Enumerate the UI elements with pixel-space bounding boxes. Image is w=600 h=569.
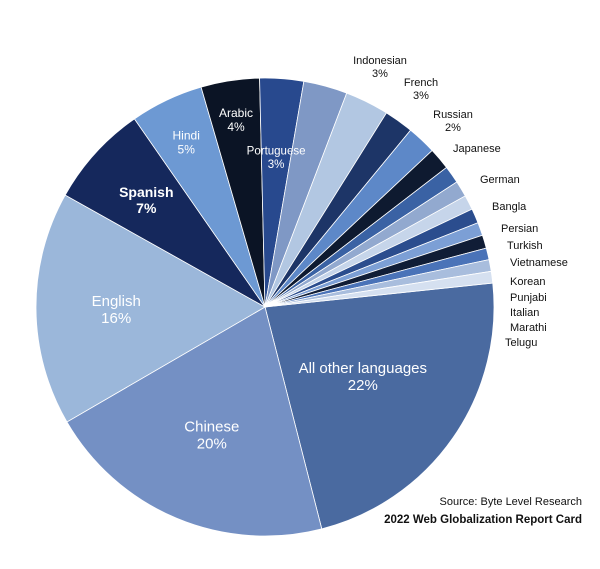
slice-label-french: French 3% <box>404 77 438 102</box>
slice-label-italian: Italian <box>510 307 539 319</box>
slice-label-vietnamese: Vietnamese <box>510 257 568 269</box>
slice-label-bangla: Bangla <box>492 201 527 213</box>
slice-label-japanese: Japanese <box>453 143 501 155</box>
pie-slice-telugu <box>264 270 494 308</box>
slice-label-chinese: Chinese 20% <box>184 419 239 453</box>
slice-label-arabic: Arabic 4% <box>219 106 253 134</box>
slice-label-all-other-languages: All other languages 22% <box>299 360 427 394</box>
pie-slice-chinese <box>66 306 323 537</box>
slice-label-punjabi: Punjabi <box>510 292 547 304</box>
pie-slice-all-other-languages <box>264 282 495 530</box>
slice-label-english: English 16% <box>92 293 141 327</box>
source-note: Source: Byte Level Research <box>439 496 582 508</box>
pie-slice-spanish <box>64 118 266 308</box>
slice-label-marathi: Marathi <box>510 322 547 334</box>
slice-label-russian: Russian 2% <box>433 109 473 134</box>
slice-label-telugu: Telugu <box>505 337 537 349</box>
report-title: 2022 Web Globalization Report Card <box>384 514 582 526</box>
slice-label-portuguese: Portuguese 3% <box>247 145 306 171</box>
outside-labels-group: Indonesian 3%French 3% Russian 2% Japanese Ger… <box>353 55 568 349</box>
slices-group <box>35 77 495 537</box>
slice-label-korean: Korean <box>510 276 545 288</box>
slice-label-indonesian: Indonesian 3% <box>353 55 407 80</box>
slice-label-hindi: Hindi 5% <box>173 129 200 157</box>
slice-label-turkish: Turkish <box>507 240 543 252</box>
slice-label-spanish: Spanish 7% <box>119 184 173 216</box>
slice-label-persian: Persian <box>501 223 538 235</box>
slice-label-german: German <box>480 174 520 186</box>
inside-labels-group: All other languages 22% Chinese 20% English 1… <box>92 106 427 453</box>
pie-slice-english <box>35 194 266 423</box>
